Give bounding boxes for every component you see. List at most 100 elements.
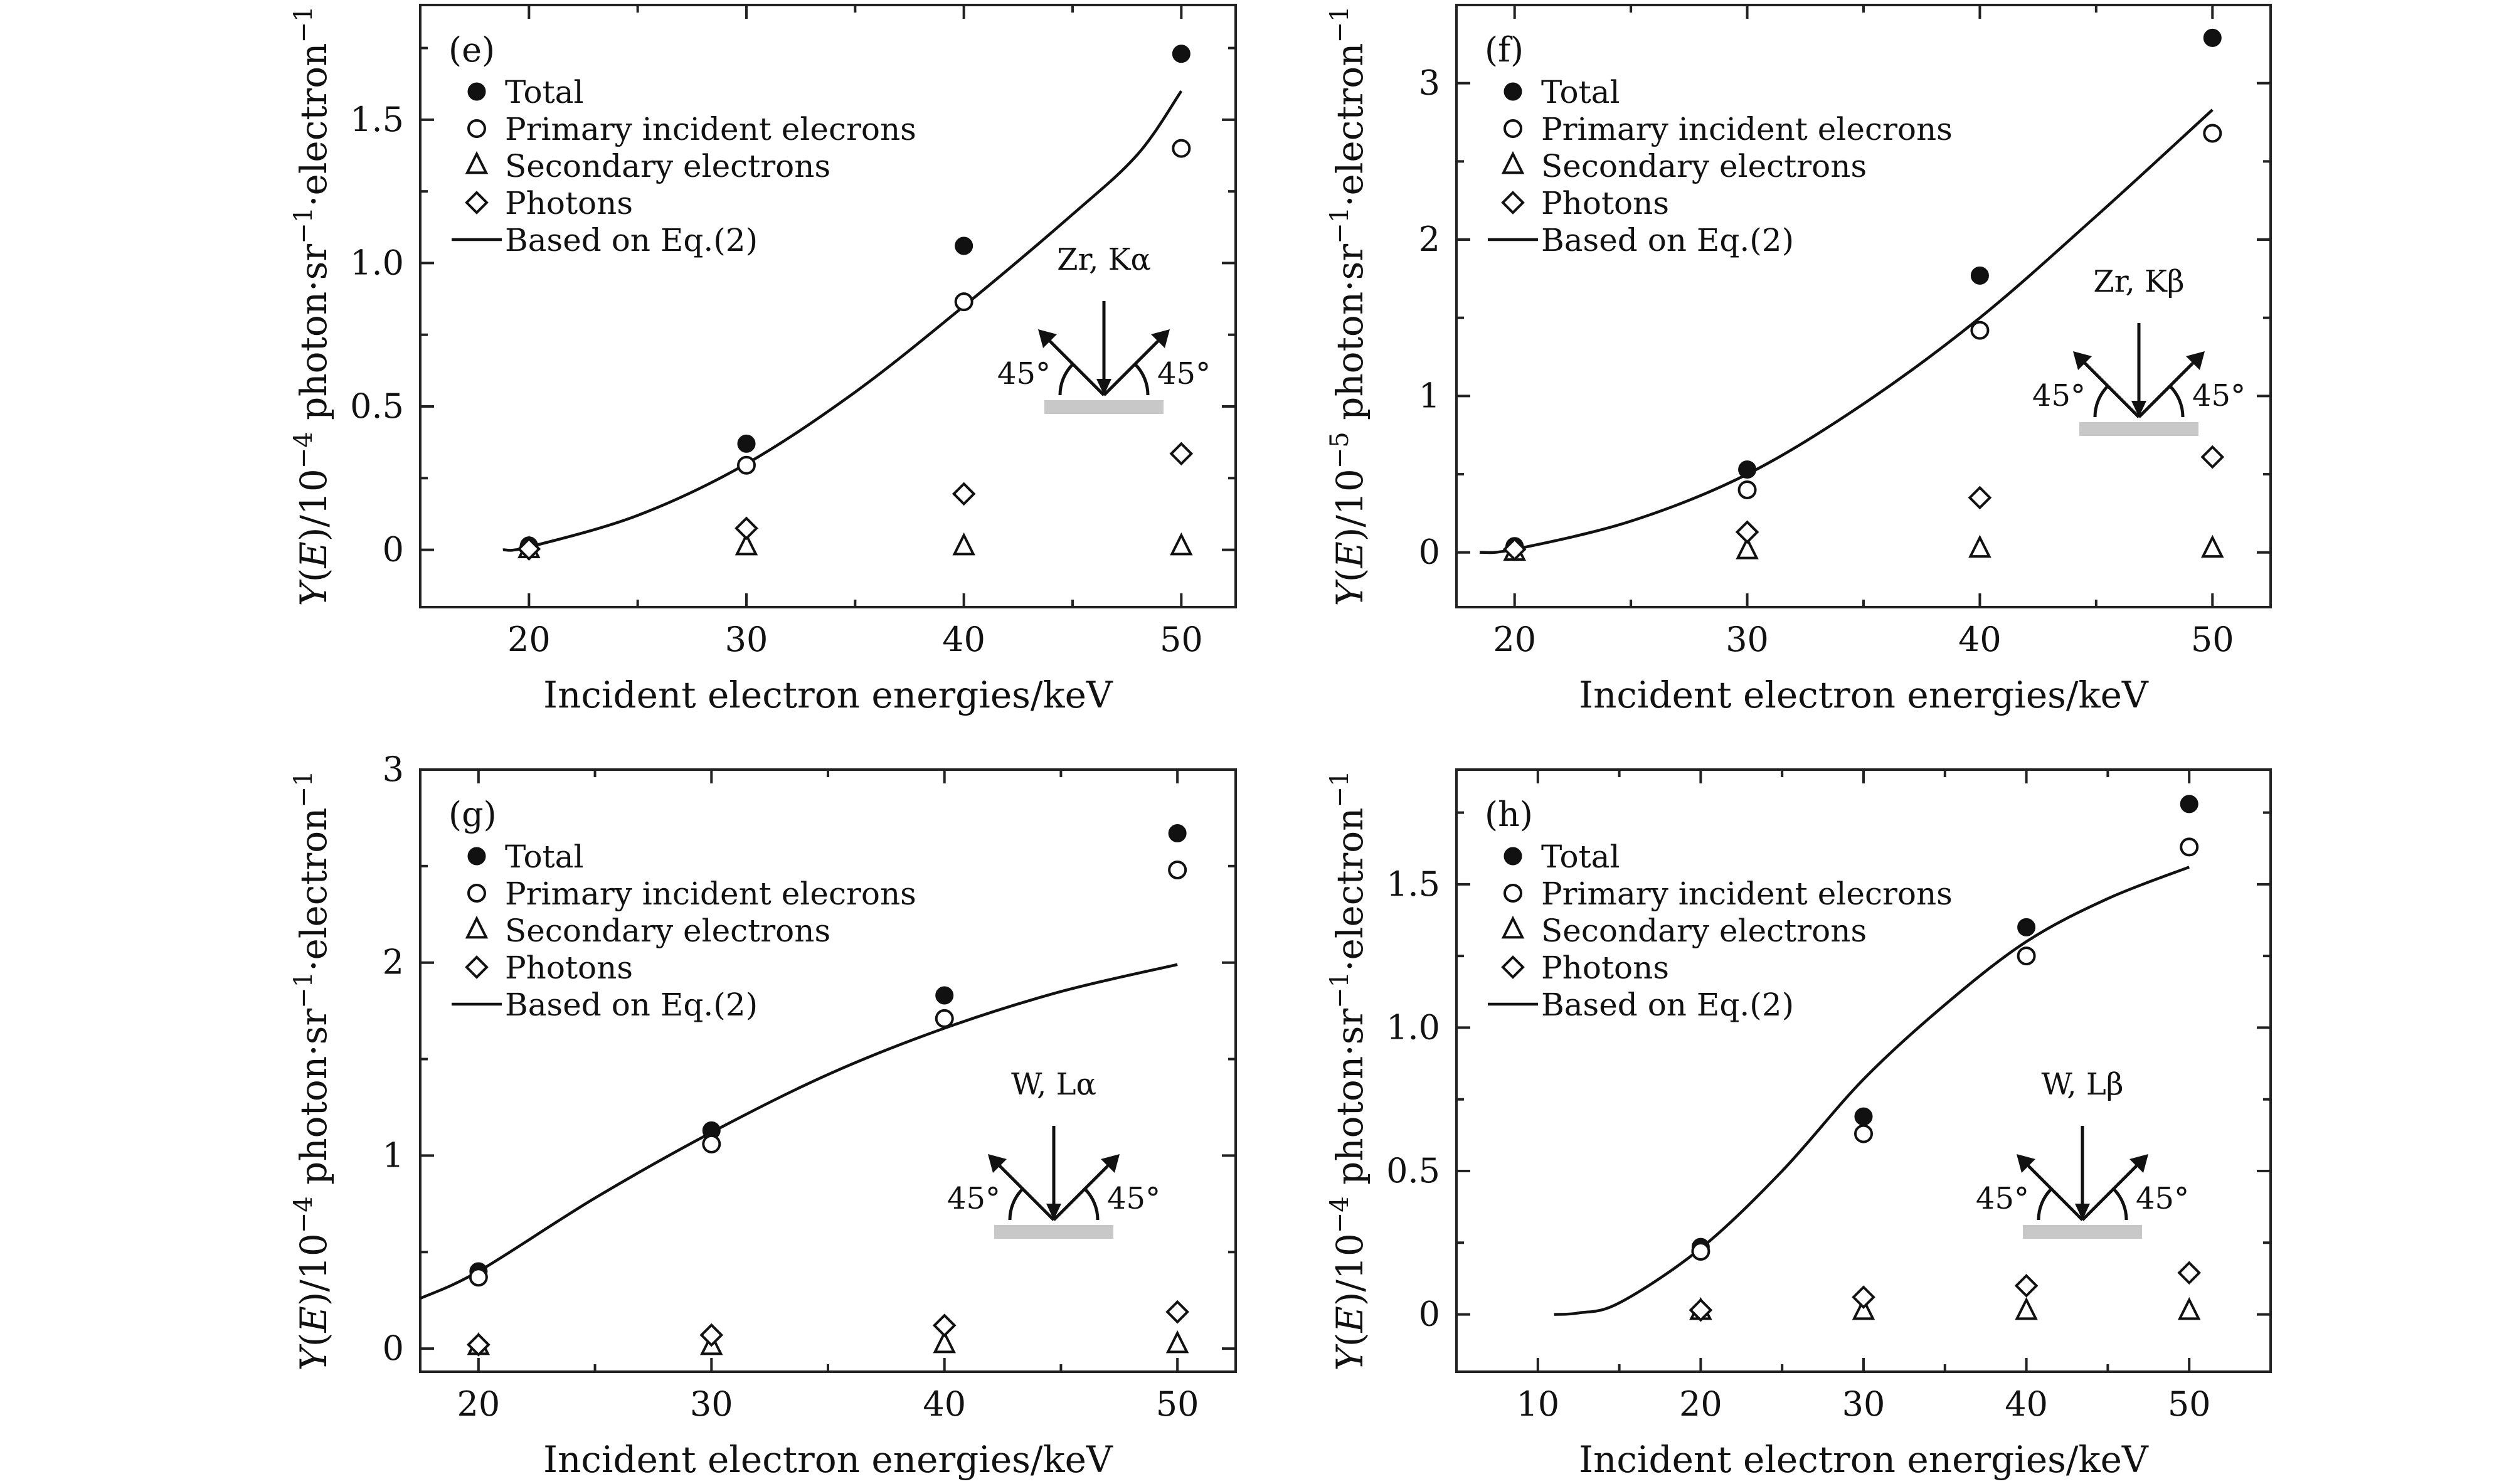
legend-label: Secondary electrons [1541,913,1867,949]
emission-arrow-left [2081,359,2140,418]
photon-point [467,1333,491,1357]
y-tick-label: 0 [1419,1295,1440,1334]
y-axis-title-part: Y [1328,579,1371,606]
legend-label: Primary incident elecrons [505,111,916,147]
legend-label: Total [505,839,583,875]
y-axis-title-part: )/10 [1328,469,1371,541]
x-tick-label: 20 [1679,1384,1722,1424]
y-axis-title: Y(E)/10−4 photon·sr−1·electron−1 [1325,771,1371,1371]
y-axis-title: Y(E)/10−4 photon·sr−1·electron−1 [289,771,335,1371]
legend-total-point [1503,847,1522,866]
y-tick-label: 1.0 [350,243,404,282]
primary-point [1691,1242,1710,1261]
y-axis-title: Y(E)/10−4 photon·sr−1·electron−1 [289,6,335,607]
emission-arrow-right [1053,1162,1112,1221]
emission-arrow-right [2138,359,2197,418]
legend-label: Photons [505,185,633,221]
x-tick-label: 40 [942,620,985,659]
incident-arrowhead [1096,379,1111,395]
emission-arrowhead-left [2017,1154,2035,1173]
legend-label: Based on Eq.(2) [505,222,758,258]
angle-label-left: 45° [2032,378,2086,413]
legend-label: Secondary electrons [505,148,830,184]
legend-primary-point [467,884,486,903]
x-tick-label: 40 [923,1384,966,1424]
x-tick-label: 20 [507,620,551,659]
primary-point [935,1009,954,1028]
x-tick-label: 20 [1493,620,1536,659]
secondary-point [1852,1296,1875,1320]
y-axis-title-part: photon·sr [1328,244,1371,432]
secondary-point [2015,1296,2038,1320]
panel-f-chart: 20 30 40 50 0 1 2 3 Incident electron energies/k… [1325,4,2272,716]
fit-line-eq2 [502,90,1183,552]
y-tick-label: 1.5 [350,100,404,139]
legend-label: Primary incident elecrons [505,876,916,912]
primary-point-series [1691,837,2199,1261]
total-point [1738,460,1757,479]
angle-label-right: 45° [1107,1181,1160,1216]
secondary-point [1170,532,1193,556]
secondary-point [1165,1330,1189,1354]
x-tick-label: 50 [1160,620,1203,659]
inset-label: W, Lβ [2041,1067,2123,1102]
secondary-point [2201,534,2224,558]
y-tick-label: 1.5 [1386,864,1440,904]
photon-point [1502,537,1527,561]
y-tick-label: 1.0 [1386,1007,1440,1047]
primary-point [1172,139,1191,158]
y-axis-title-part: −1 [1325,771,1354,808]
x-tick-label: 50 [1156,1384,1199,1424]
primary-point [2203,124,2222,143]
panel-g-chart: 20 30 40 50 0 1 2 3 Incident electron energies/k… [289,750,1237,1481]
y-axis-title-part: Y [292,579,335,606]
y-axis-title-part: photon·sr [292,244,335,432]
y-axis-title-part: −4 [289,432,318,469]
angle-arc-left [2037,1187,2053,1221]
total-point [935,986,954,1005]
x-tick-label: 50 [2191,620,2234,659]
y-axis-title-part: ( [1328,1333,1371,1347]
legend-label: Secondary electrons [1541,148,1867,184]
y-tick-label: 0.5 [350,386,404,426]
emission-arrow-left [1046,337,1105,396]
angle-arc-left [2093,384,2109,418]
legend-label: Photons [1541,185,1669,221]
x-tick-label: 10 [1516,1384,1559,1424]
inset-geometry: W, Lβ 45° 45° [1976,1067,2189,1239]
photon-point [1735,520,1759,544]
x-tick-label: 30 [1726,620,1769,659]
emission-arrow-left [995,1162,1055,1221]
legend-label: Based on Eq.(2) [505,987,758,1023]
photon-point-series [1502,445,2225,561]
y-tick-label: 0 [383,530,404,570]
y-tick-label: 3 [1419,63,1440,103]
x-tick-label: 30 [1842,1384,1885,1424]
angle-arc-right [2168,384,2185,418]
legend-label: Photons [505,950,633,986]
angle-label-left: 45° [997,356,1051,391]
y-axis-title-part: ( [292,1333,335,1347]
panel-label: (g) [448,795,497,834]
photon-point [734,516,758,541]
y-axis-title-part: Y [1328,1344,1371,1370]
angle-label-left: 45° [947,1181,1000,1216]
inset-label: Zr, Kβ [2093,264,2184,299]
inset-geometry: Zr, Kα 45° 45° [997,242,1211,414]
y-tick-label: 3 [383,750,404,789]
sample-plate [1044,400,1164,414]
y-axis-title-part: ·electron [1328,43,1371,206]
secondary-point [2177,1296,2201,1320]
photon-point [932,1313,957,1337]
y-axis-title-part: )/10 [292,469,335,541]
fit-line-eq2 [1479,109,2214,554]
inset-geometry: W, Lα 45° 45° [947,1067,1160,1239]
y-axis-title-part: ·electron [292,807,335,971]
inset-geometry: Zr, Kβ 45° 45° [2032,264,2246,436]
photon-point [1169,442,1194,466]
legend-label: Based on Eq.(2) [1541,987,1794,1023]
angle-label-right: 45° [2136,1181,2189,1216]
